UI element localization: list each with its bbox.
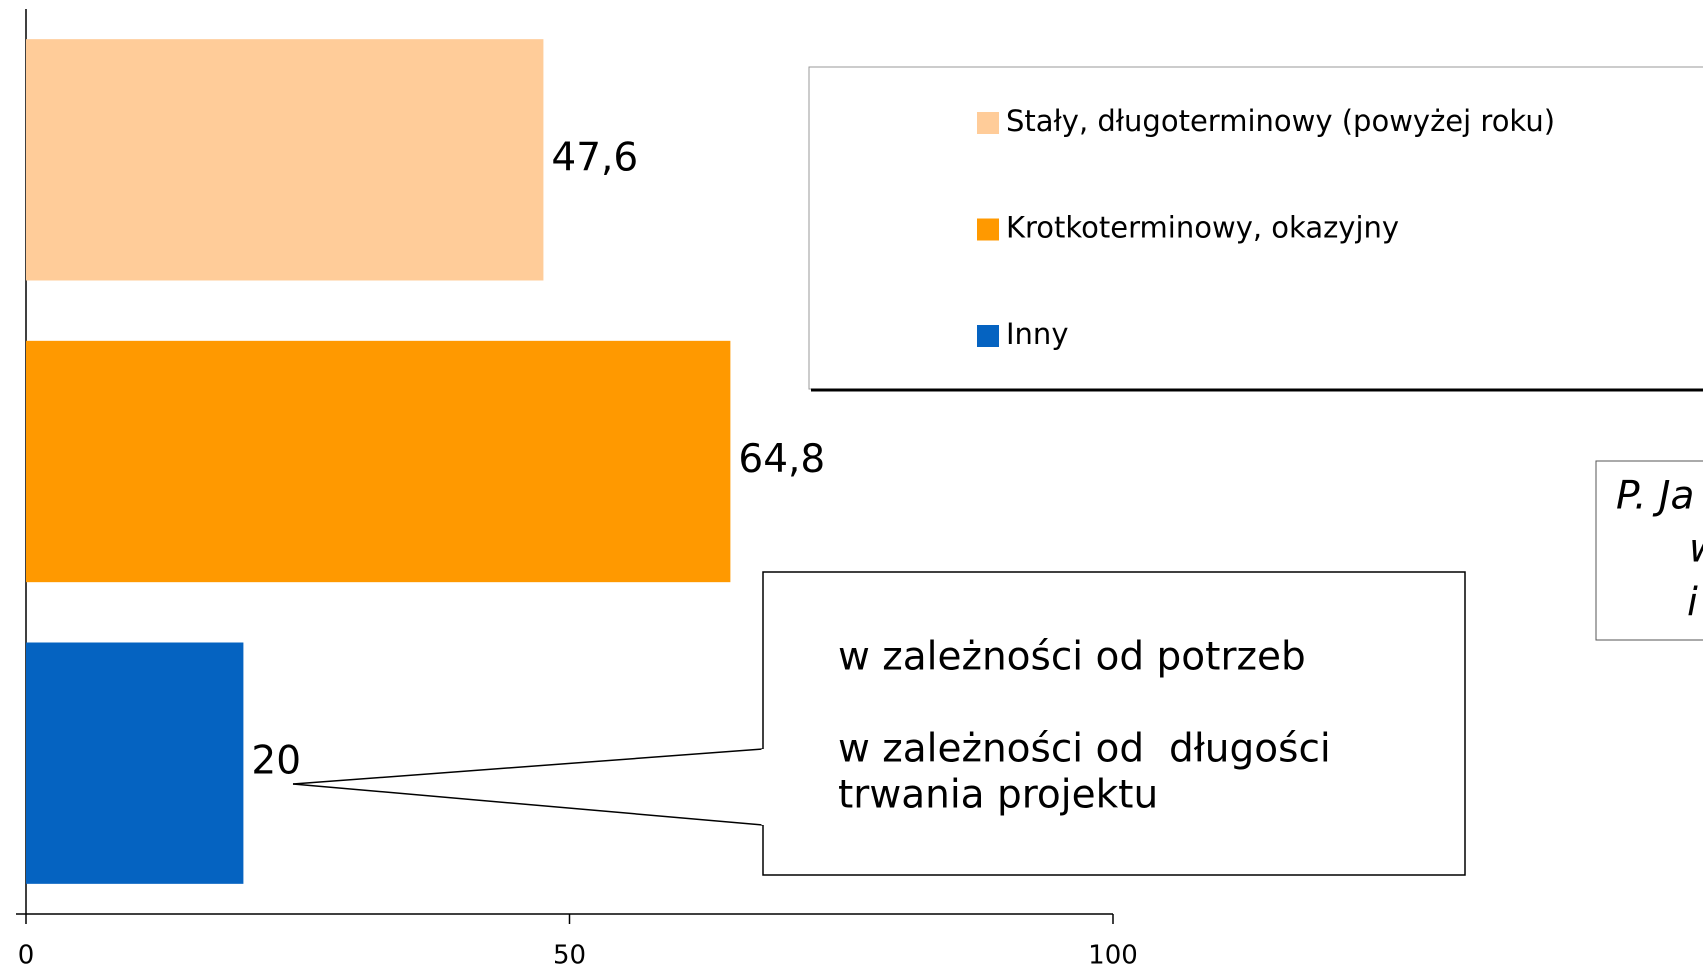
legend-box: [808, 66, 1703, 390]
annotation: trwania projektu: [838, 773, 1158, 818]
citation: i: [1687, 581, 1698, 626]
x-tick-label: 50: [553, 941, 586, 971]
legend-label: Inny: [1006, 317, 1068, 351]
x-tick-label: 0: [18, 941, 35, 971]
callout-line: [292, 783, 764, 826]
bar: [26, 39, 544, 281]
legend-label: Krotkoterminowy, okazyjny: [1006, 211, 1399, 245]
bar: [26, 642, 244, 884]
annotation: w zależności od potrzeb: [838, 635, 1306, 680]
bar: [26, 340, 731, 583]
legend-swatch: [977, 325, 999, 347]
legend-label: Stały, długoterminowy (powyżej roku): [1006, 104, 1555, 138]
x-tick-label: 100: [1088, 941, 1138, 971]
data-label: 47,6: [551, 135, 638, 180]
legend-swatch: [977, 112, 999, 134]
citation: P. Ja: [1616, 474, 1694, 519]
callout-box: [762, 571, 1466, 876]
data-label: 64,8: [738, 437, 825, 482]
annotation: w zależności od długości: [838, 727, 1331, 772]
data-label: 20: [251, 739, 301, 784]
legend-swatch: [977, 218, 999, 241]
citation: w: [1689, 527, 1703, 572]
citation-box: [1595, 460, 1703, 641]
callout-line: [292, 748, 764, 785]
